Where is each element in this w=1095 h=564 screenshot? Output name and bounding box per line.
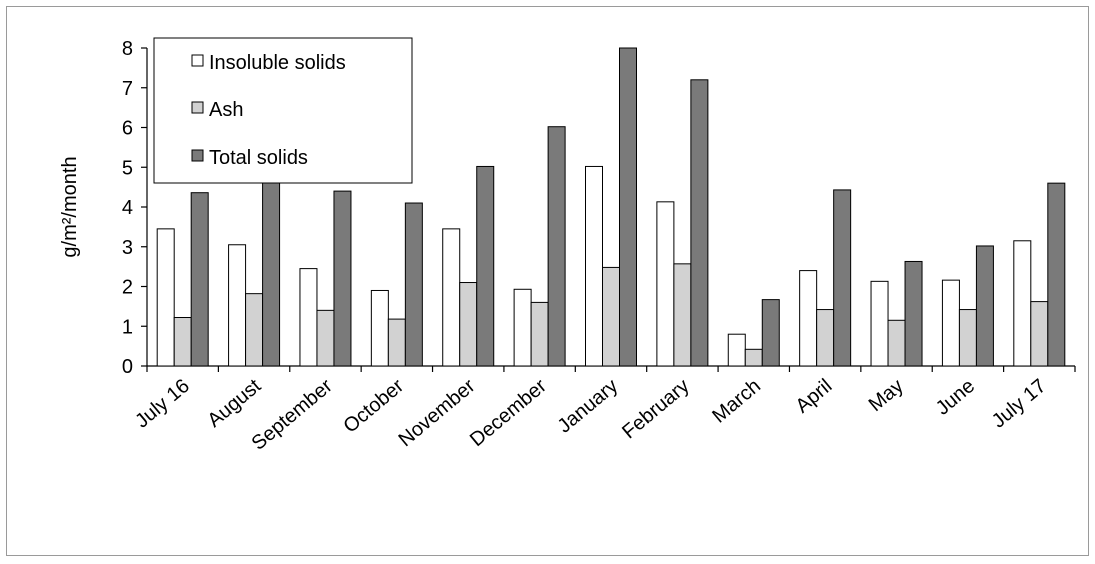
y-tick-label: 4 xyxy=(122,197,133,219)
x-tick-label: May xyxy=(865,375,908,416)
legend-swatch xyxy=(191,101,204,114)
y-tick-label: 3 xyxy=(122,237,133,259)
bar xyxy=(941,279,960,367)
bar xyxy=(442,228,461,367)
x-tick-label: December xyxy=(466,375,551,451)
y-tick-label: 2 xyxy=(122,277,133,299)
bar xyxy=(833,189,852,367)
bar xyxy=(887,319,906,367)
bar xyxy=(1047,182,1066,367)
x-tick-label: June xyxy=(932,375,979,420)
legend-swatch xyxy=(191,149,204,162)
y-axis-label: g/m²/month xyxy=(59,156,81,257)
y-tick-label: 8 xyxy=(122,38,133,60)
bar xyxy=(245,293,264,367)
bar xyxy=(761,299,780,367)
bar xyxy=(190,192,209,367)
bar xyxy=(585,165,603,367)
bar xyxy=(547,126,566,367)
bar xyxy=(656,201,675,367)
bar xyxy=(816,309,835,367)
x-tick-label: November xyxy=(395,375,480,451)
y-tick-label: 5 xyxy=(122,157,133,179)
bar xyxy=(459,282,478,367)
bar xyxy=(299,268,318,367)
y-tick-label: 1 xyxy=(122,316,133,338)
bar xyxy=(904,260,923,367)
bar xyxy=(316,309,335,367)
x-tick-label: March xyxy=(708,375,765,428)
bar xyxy=(975,245,994,367)
legend-swatch xyxy=(191,54,204,67)
bar xyxy=(619,47,637,367)
legend-label: Total solids xyxy=(209,147,308,169)
bar xyxy=(958,309,977,367)
bar xyxy=(799,270,818,367)
bar xyxy=(870,280,889,367)
bar xyxy=(1013,240,1032,367)
bar xyxy=(262,178,281,367)
legend: Insoluble solids Ash Total solids xyxy=(153,37,413,184)
bar xyxy=(387,318,406,367)
x-tick-label: April xyxy=(792,375,837,418)
bar xyxy=(370,289,389,367)
x-tick-label: January xyxy=(554,375,623,438)
y-tick-label: 6 xyxy=(122,118,133,140)
y-tick-label: 0 xyxy=(122,356,133,378)
x-tick-label: February xyxy=(618,375,693,443)
bar xyxy=(673,263,692,367)
bar xyxy=(602,266,620,367)
y-tick-label: 7 xyxy=(122,78,133,100)
bar xyxy=(727,333,746,367)
bar xyxy=(1030,301,1049,367)
x-tick-label: July 16 xyxy=(131,375,194,433)
x-tick-label: October xyxy=(339,375,408,438)
bar xyxy=(744,348,763,367)
bar xyxy=(333,190,352,367)
bar xyxy=(513,288,532,367)
bars xyxy=(156,47,1066,367)
legend-label: Ash xyxy=(209,99,243,121)
bar xyxy=(404,202,423,367)
bar xyxy=(173,317,192,367)
bar xyxy=(476,165,495,367)
bar xyxy=(690,79,709,367)
bar xyxy=(228,244,247,367)
bar xyxy=(530,301,549,367)
bar xyxy=(156,228,175,367)
legend-label: Insoluble solids xyxy=(209,52,346,74)
x-tick-label: August xyxy=(203,375,265,432)
x-tick-label: July 17 xyxy=(988,375,1051,433)
